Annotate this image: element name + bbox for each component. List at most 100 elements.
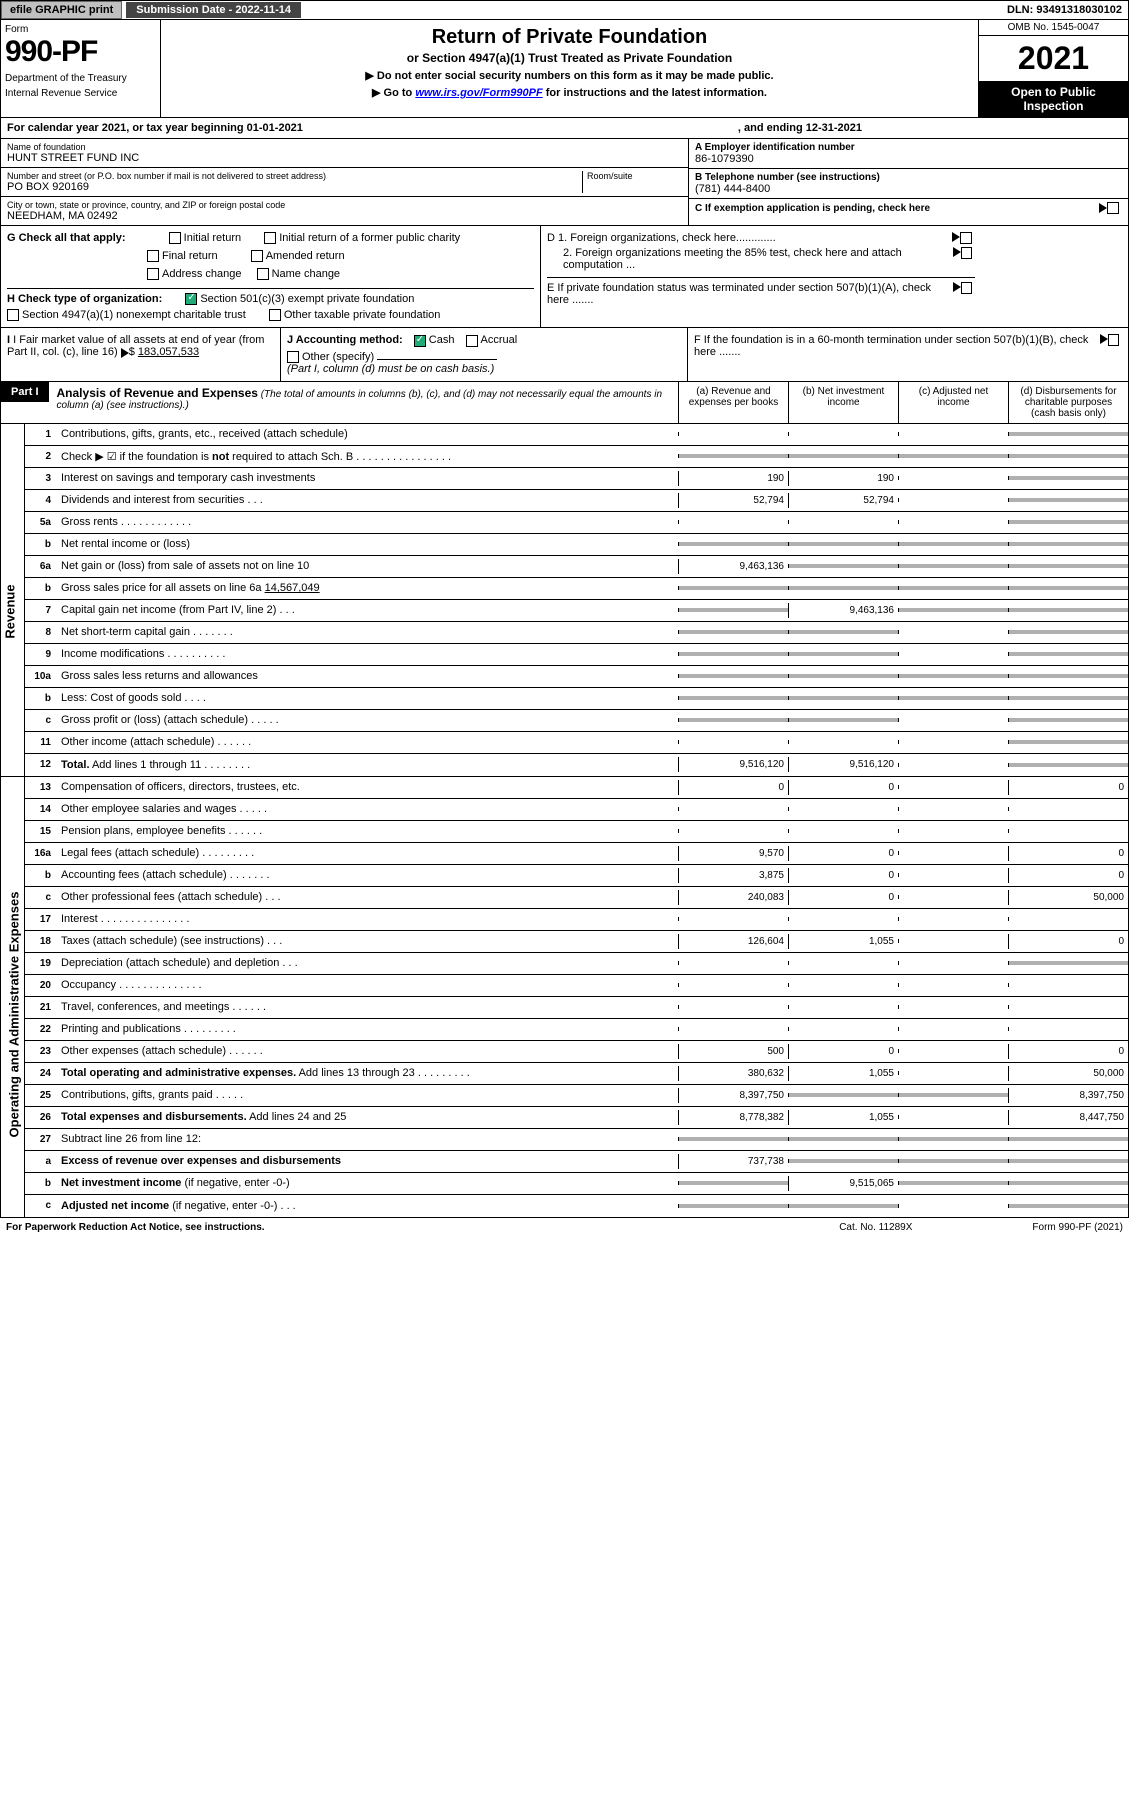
col-c-value xyxy=(898,1137,1008,1141)
line-desc: Other expenses (attach schedule) . . . .… xyxy=(57,1043,678,1059)
col-d-value xyxy=(1008,520,1128,524)
terminated-checkbox[interactable] xyxy=(961,282,972,294)
irs-link[interactable]: www.irs.gov/Form990PF xyxy=(415,87,542,99)
col-c-value xyxy=(898,608,1008,612)
table-row: 6aNet gain or (loss) from sale of assets… xyxy=(25,556,1128,578)
line-number: 12 xyxy=(25,759,57,770)
address-change-checkbox[interactable] xyxy=(147,268,159,280)
col-b-value: 0 xyxy=(788,780,898,795)
line-desc: Gross sales price for all assets on line… xyxy=(57,580,678,596)
col-b-value: 0 xyxy=(788,890,898,905)
col-b-value: 0 xyxy=(788,846,898,861)
col-a-header: (a) Revenue and expenses per books xyxy=(678,382,788,423)
exemption-checkbox[interactable] xyxy=(1107,202,1119,214)
col-b-value: 0 xyxy=(788,1044,898,1059)
line-desc: Travel, conferences, and meetings . . . … xyxy=(57,999,678,1015)
col-d-value xyxy=(1008,564,1128,568)
line-number: 24 xyxy=(25,1068,57,1079)
85pct-checkbox[interactable] xyxy=(961,247,972,259)
paperwork-notice: For Paperwork Reduction Act Notice, see … xyxy=(6,1222,839,1233)
foreign-org-checkbox[interactable] xyxy=(960,232,972,244)
col-a-value: 500 xyxy=(678,1044,788,1059)
line-number: 18 xyxy=(25,936,57,947)
col-b-value xyxy=(788,696,898,700)
col-b-value xyxy=(788,1027,898,1031)
other-method-checkbox[interactable] xyxy=(287,351,299,363)
col-c-value xyxy=(898,1115,1008,1119)
col-c-value xyxy=(898,851,1008,855)
line-desc: Net gain or (loss) from sale of assets n… xyxy=(57,558,678,574)
line-desc: Occupancy . . . . . . . . . . . . . . xyxy=(57,977,678,993)
col-d-value xyxy=(1008,454,1128,458)
col-c-value xyxy=(898,983,1008,987)
col-a-value: 8,397,750 xyxy=(678,1088,788,1103)
cash-checkbox[interactable] xyxy=(414,335,426,347)
col-c-value xyxy=(898,1093,1008,1097)
line-number: 13 xyxy=(25,782,57,793)
col-d-value xyxy=(1008,652,1128,656)
line-number: b xyxy=(25,1178,57,1189)
revenue-section: Revenue 1Contributions, gifts, grants, e… xyxy=(0,424,1129,777)
col-c-value xyxy=(898,498,1008,502)
col-c-value xyxy=(898,520,1008,524)
col-c-value xyxy=(898,939,1008,943)
line-desc: Net investment income (if negative, ente… xyxy=(57,1175,678,1191)
col-b-value xyxy=(788,674,898,678)
col-d-header: (d) Disbursements for charitable purpose… xyxy=(1008,382,1128,423)
60month-checkbox[interactable] xyxy=(1108,334,1119,346)
table-row: 17Interest . . . . . . . . . . . . . . . xyxy=(25,909,1128,931)
table-row: 26Total expenses and disbursements. Add … xyxy=(25,1107,1128,1129)
name-change-checkbox[interactable] xyxy=(257,268,269,280)
col-d-value xyxy=(1008,983,1128,987)
amended-checkbox[interactable] xyxy=(251,250,263,262)
form-number: 990-PF xyxy=(5,35,156,69)
final-return-checkbox[interactable] xyxy=(147,250,159,262)
col-c-value xyxy=(898,785,1008,789)
col-d-value xyxy=(1008,542,1128,546)
line-desc: Dividends and interest from securities .… xyxy=(57,492,678,508)
name-label: Name of foundation xyxy=(7,142,682,152)
col-d-value xyxy=(1008,961,1128,965)
line-number: c xyxy=(25,715,57,726)
4947-checkbox[interactable] xyxy=(7,309,19,321)
table-row: aExcess of revenue over expenses and dis… xyxy=(25,1151,1128,1173)
col-d-value xyxy=(1008,740,1128,744)
expenses-section: Operating and Administrative Expenses 13… xyxy=(0,777,1129,1218)
efile-button[interactable]: efile GRAPHIC print xyxy=(1,1,122,19)
col-b-value xyxy=(788,829,898,833)
col-c-value xyxy=(898,829,1008,833)
col-d-value xyxy=(1008,476,1128,480)
col-c-value xyxy=(898,1071,1008,1075)
col-b-value xyxy=(788,983,898,987)
form-label: Form xyxy=(5,24,156,35)
col-b-value xyxy=(788,917,898,921)
col-d-value xyxy=(1008,696,1128,700)
arrow-icon xyxy=(1100,334,1108,344)
col-b-value xyxy=(788,652,898,656)
col-d-value xyxy=(1008,763,1128,767)
taxable-checkbox[interactable] xyxy=(269,309,281,321)
line-number: 17 xyxy=(25,914,57,925)
col-d-value: 50,000 xyxy=(1008,890,1128,905)
table-row: 2Check ▶ ☑ if the foundation is not requ… xyxy=(25,446,1128,468)
line-desc: Check ▶ ☑ if the foundation is not requi… xyxy=(57,448,678,465)
line-desc: Other employee salaries and wages . . . … xyxy=(57,801,678,817)
table-row: 23Other expenses (attach schedule) . . .… xyxy=(25,1041,1128,1063)
initial-return-checkbox[interactable] xyxy=(169,232,181,244)
line-number: 7 xyxy=(25,605,57,616)
line-number: 1 xyxy=(25,429,57,440)
table-row: 13Compensation of officers, directors, t… xyxy=(25,777,1128,799)
col-d-value xyxy=(1008,718,1128,722)
line-desc: Net rental income or (loss) xyxy=(57,536,678,552)
table-row: cOther professional fees (attach schedul… xyxy=(25,887,1128,909)
line-desc: Total expenses and disbursements. Add li… xyxy=(57,1109,678,1125)
col-d-value xyxy=(1008,1181,1128,1185)
line-number: 2 xyxy=(25,451,57,462)
accrual-checkbox[interactable] xyxy=(466,335,478,347)
501c3-checkbox[interactable] xyxy=(185,293,197,305)
line-desc: Legal fees (attach schedule) . . . . . .… xyxy=(57,845,678,861)
col-a-value xyxy=(678,983,788,987)
col-a-value xyxy=(678,542,788,546)
initial-public-checkbox[interactable] xyxy=(264,232,276,244)
col-b-value: 1,055 xyxy=(788,1066,898,1081)
